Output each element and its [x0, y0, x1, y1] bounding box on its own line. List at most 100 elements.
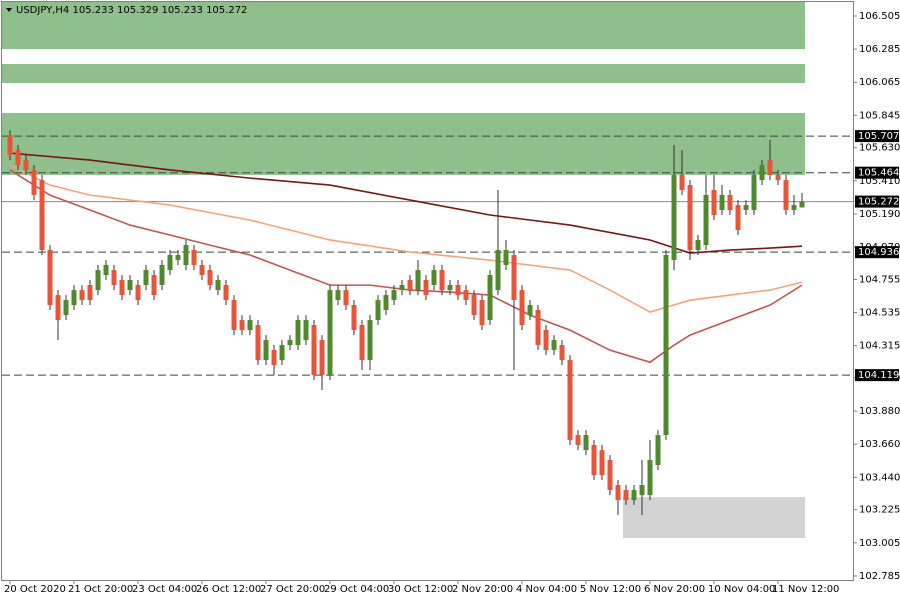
- moving-averages: [9, 152, 803, 364]
- candle-body: [511, 255, 517, 301]
- moving-average: [9, 164, 803, 313]
- candle-body: [559, 345, 565, 361]
- menu-arrow: [6, 8, 12, 12]
- candle-body: [463, 290, 469, 301]
- candle-body: [591, 444, 597, 476]
- y-tick-label: 104.315: [859, 341, 900, 352]
- candle-body: [359, 325, 365, 361]
- y-tick-label: 105.845: [859, 110, 900, 121]
- moving-average: [9, 169, 803, 364]
- x-tick-label: 2 Nov 20:00: [452, 584, 513, 595]
- candle-body: [375, 300, 381, 321]
- candle-body: [279, 345, 285, 361]
- candle-body: [751, 174, 757, 211]
- zone: [623, 497, 805, 539]
- candle-body: [775, 174, 781, 181]
- level-label-box: [855, 246, 899, 259]
- candle-body: [607, 460, 613, 490]
- candle-body: [15, 149, 21, 166]
- level-label: 104.119: [858, 370, 899, 381]
- y-tick-label: 102.785: [859, 571, 900, 582]
- candle-body: [631, 489, 637, 501]
- chart-title: USDJPY,H4 105.233 105.329 105.233 105.27…: [16, 5, 247, 16]
- candle-body: [575, 435, 581, 445]
- candle-body: [215, 280, 221, 291]
- y-tick-label: 103.440: [859, 472, 900, 483]
- candle-body: [263, 340, 269, 361]
- candle-body: [415, 270, 421, 291]
- x-tick-label: 26 Oct 12:00: [196, 584, 261, 595]
- candle-body: [311, 325, 317, 375]
- candle-body: [663, 255, 669, 436]
- x-tick-label: 23 Oct 04:00: [132, 584, 197, 595]
- candle-body: [199, 264, 205, 276]
- candle-body: [407, 280, 413, 291]
- candle-body: [31, 169, 37, 195]
- candle-body: [271, 350, 277, 366]
- candle-body: [735, 205, 741, 231]
- x-tick-label: 27 Oct 20:00: [260, 584, 325, 595]
- y-tick-label: 104.535: [859, 308, 900, 319]
- candle-body: [327, 290, 333, 375]
- candle-body: [479, 300, 485, 326]
- candle-body: [719, 194, 725, 211]
- candle-body: [503, 250, 509, 265]
- candle-body: [119, 280, 125, 296]
- candle-body: [695, 239, 701, 251]
- candle-body: [487, 275, 493, 321]
- level-label: 105.464: [858, 168, 899, 179]
- level-label-box: [855, 369, 899, 382]
- x-tick-label: 29 Oct 04:00: [324, 584, 389, 595]
- candle-body: [551, 340, 557, 351]
- candle-body: [55, 295, 61, 321]
- y-tick-label: 105.630: [859, 143, 900, 154]
- moving-average: [9, 152, 803, 254]
- candle-body: [335, 290, 341, 301]
- candle-body: [167, 255, 173, 271]
- zone: [2, 2, 805, 50]
- level-label-box: [855, 130, 899, 143]
- level-label-box: [855, 195, 899, 208]
- x-tick-label: 21 Oct 20:00: [68, 584, 133, 595]
- candle-body: [87, 284, 93, 301]
- y-tick-label: 103.880: [859, 406, 900, 417]
- candle-body: [711, 190, 717, 215]
- candle-body: [95, 270, 101, 291]
- candle-body: [255, 325, 261, 361]
- candle-body: [615, 485, 621, 501]
- candle-body: [583, 435, 589, 451]
- candle-body: [239, 320, 245, 330]
- candle-body: [207, 270, 213, 285]
- candle-body: [135, 284, 141, 301]
- y-tick-label: 106.065: [859, 77, 900, 88]
- candle-body: [423, 280, 429, 296]
- candle-body: [495, 250, 501, 291]
- y-tick-label: 106.505: [859, 11, 900, 22]
- candle-body: [671, 174, 677, 260]
- candle-body: [63, 300, 69, 316]
- candle-body: [223, 284, 229, 301]
- candle-body: [351, 304, 357, 330]
- candle-body: [247, 320, 253, 330]
- candle-body: [39, 180, 45, 251]
- candle-body: [47, 250, 53, 305]
- candle-body: [287, 340, 293, 346]
- y-tick-label: 105.410: [859, 176, 900, 187]
- candle-body: [383, 295, 389, 310]
- x-tick-label: 30 Oct 12:00: [388, 584, 453, 595]
- candle-body: [543, 329, 549, 351]
- candle-body: [687, 185, 693, 251]
- candle-body: [143, 270, 149, 285]
- candles: [7, 130, 805, 516]
- x-tick-label: 10 Nov 04:00: [708, 584, 775, 595]
- candle-body: [175, 255, 181, 260]
- candle-body: [367, 320, 373, 361]
- candle-body: [103, 264, 109, 276]
- plot-frame: [1, 1, 854, 581]
- candle-body: [455, 284, 461, 296]
- candle-body: [399, 284, 405, 291]
- level-label: 105.272: [858, 197, 899, 208]
- candle-body: [183, 245, 189, 265]
